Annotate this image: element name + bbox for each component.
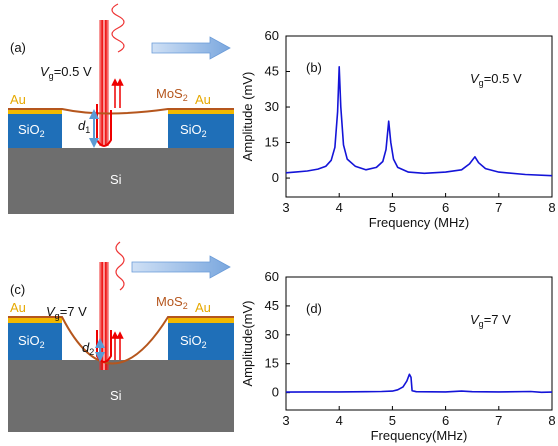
- annotation-part: g: [479, 78, 484, 88]
- mos2-label: MoS2: [156, 294, 188, 311]
- flow-arrow: [151, 36, 231, 60]
- y-tick-label: 60: [265, 28, 279, 43]
- y-tick-label: 45: [265, 298, 279, 313]
- x-tick-label: 4: [336, 413, 343, 428]
- panel-label: (c): [10, 282, 25, 297]
- annotation: Vg=7 V: [470, 312, 511, 329]
- si-substrate: [8, 360, 234, 432]
- y-tick-label: 30: [265, 99, 279, 114]
- panel-label: (b): [306, 60, 322, 75]
- gate-voltage: Vg=0.5 V: [40, 64, 92, 81]
- x-tick-label: 5: [389, 200, 396, 215]
- sio2-label: SiO2: [180, 122, 207, 139]
- x-tick-label: 3: [282, 200, 289, 215]
- au-electrode: [168, 318, 234, 323]
- au-label: Au: [195, 300, 211, 315]
- si-label: Si: [110, 172, 122, 187]
- plot-frame: [285, 35, 553, 198]
- plot-frame: [285, 276, 553, 411]
- au-electrode: [8, 110, 62, 114]
- annotation-part: =0.5 V: [484, 71, 522, 86]
- x-axis-label: Frequency(MHz): [371, 428, 468, 443]
- annotation-part: V: [470, 71, 480, 86]
- x-tick-label: 6: [442, 200, 449, 215]
- sio2-block: [168, 114, 234, 148]
- y-tick-label: 45: [265, 64, 279, 79]
- laser-beam: [99, 262, 109, 370]
- mos2-membrane: [8, 316, 234, 365]
- annotation-part: g: [479, 319, 484, 329]
- sio2-label: SiO2: [18, 122, 45, 139]
- gap-label: d1: [78, 118, 90, 135]
- y-tick-label: 15: [265, 356, 279, 371]
- si-label: Si: [110, 388, 122, 403]
- x-tick-label: 6: [442, 413, 449, 428]
- y-axis-label: Amplitude(mV): [240, 301, 255, 387]
- au-label: Au: [195, 92, 211, 107]
- x-tick-label: 7: [495, 200, 502, 215]
- sio2-label: SiO2: [180, 333, 207, 350]
- data-line: [285, 373, 553, 394]
- chart: 3 4 5 6 7 8015304560Frequency(MHz)Amplitude(m…: [240, 269, 556, 443]
- reflected-wave: [115, 241, 125, 291]
- panel-a: (a) Vg=0.5 V Au MoS2 Au SiO2 SiO2 d1 Si: [8, 3, 234, 214]
- x-tick-label: 5: [389, 413, 396, 428]
- gap-label: d2: [82, 340, 94, 357]
- sio2-block: [168, 323, 234, 360]
- y-tick-label: 30: [265, 327, 279, 342]
- panel-label: (a): [10, 40, 26, 55]
- au-electrode: [168, 110, 234, 114]
- y-tick-label: 15: [265, 135, 279, 150]
- data-line: [285, 66, 553, 177]
- au-label: Au: [10, 300, 26, 315]
- gate-voltage: Vg=7 V: [46, 304, 87, 321]
- annotation-part: =7 V: [484, 312, 511, 327]
- panel-label: (d): [306, 301, 322, 316]
- y-tick-label: 0: [272, 385, 279, 400]
- x-tick-label: 4: [336, 200, 343, 215]
- sio2-block: [8, 114, 62, 148]
- y-tick-label: 60: [265, 269, 279, 284]
- x-tick-label: 8: [548, 200, 555, 215]
- si-substrate: [8, 148, 234, 214]
- x-tick-label: 8: [548, 413, 555, 428]
- annotation-part: V: [470, 312, 480, 327]
- panel-c: (c) Vg=7 V Au MoS2 Au SiO2 SiO2 d2 Si: [8, 241, 234, 432]
- au-label: Au: [10, 92, 26, 107]
- mos2-label: MoS2: [156, 86, 188, 103]
- mos2-membrane: [8, 108, 234, 115]
- y-axis-label: Amplitude (mV): [240, 72, 255, 162]
- laser-beam: [99, 20, 109, 146]
- au-electrode: [8, 318, 62, 323]
- x-axis-label: Frequency (MHz): [369, 215, 469, 230]
- flow-arrow: [131, 255, 231, 279]
- reflected-wave: [111, 3, 125, 53]
- y-tick-label: 0: [272, 170, 279, 185]
- sio2-label: SiO2: [18, 333, 45, 350]
- sio2-block: [8, 323, 62, 360]
- x-tick-label: 7: [495, 413, 502, 428]
- annotation: Vg=0.5 V: [470, 71, 522, 88]
- x-tick-label: 3: [282, 413, 289, 428]
